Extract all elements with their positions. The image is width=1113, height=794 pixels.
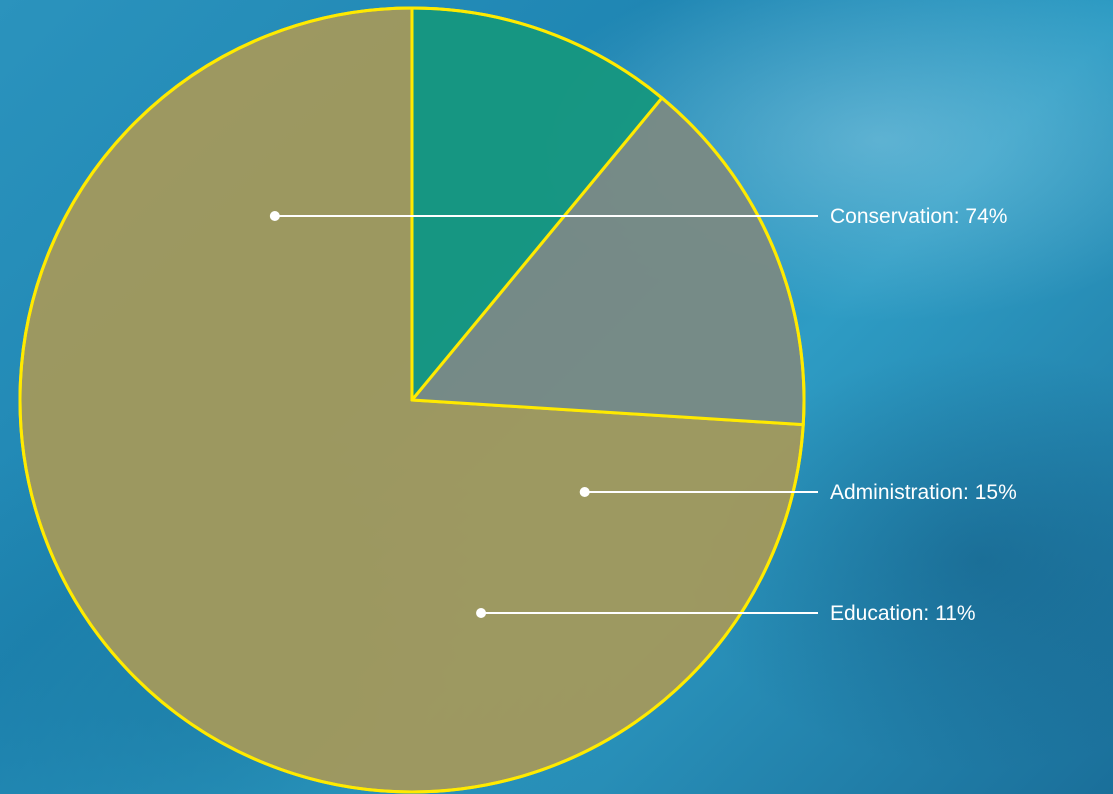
slice-label-administration: Administration: 15% [830, 481, 1017, 504]
slice-label-education: Education: 11% [830, 602, 976, 625]
callout-dot-administration [579, 487, 590, 497]
callout-dot-education [476, 608, 487, 618]
pie-slices [18, 6, 806, 794]
slice-label-conservation: Conservation: 74% [830, 205, 1007, 228]
callout-dot-conservation [269, 211, 280, 221]
pie-outline [18, 6, 806, 794]
pie-callouts: Conservation: 74% Administration: 15% Educ… [269, 205, 1017, 625]
